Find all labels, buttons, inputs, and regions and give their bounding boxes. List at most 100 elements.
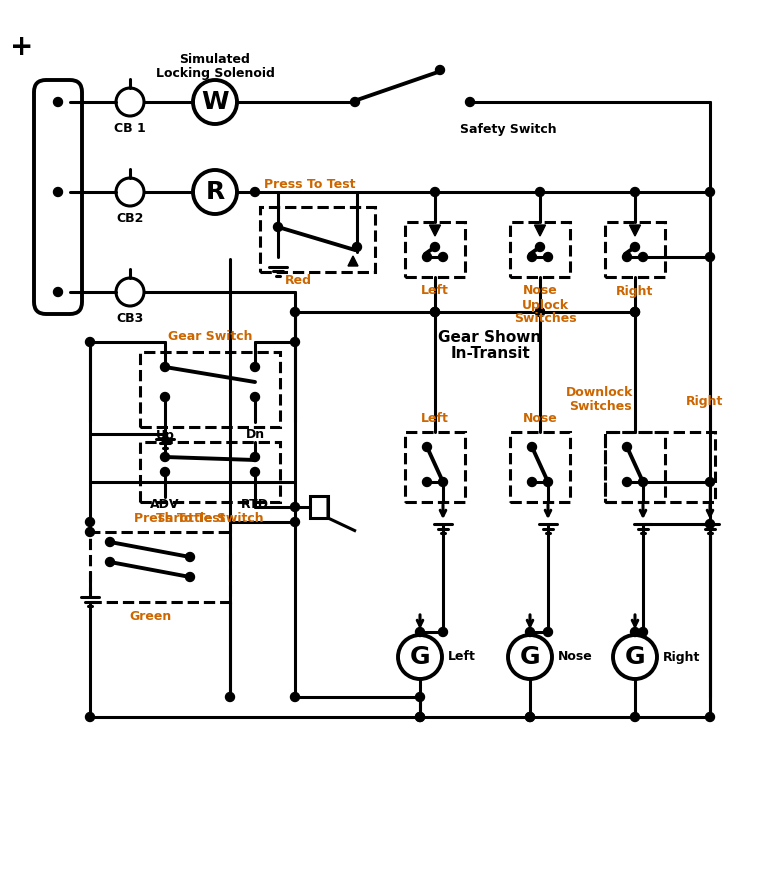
Circle shape: [536, 308, 545, 317]
Text: Throttle Switch: Throttle Switch: [157, 512, 264, 524]
Text: Switches: Switches: [569, 399, 632, 412]
Circle shape: [53, 98, 63, 106]
Text: +: +: [10, 33, 33, 61]
Text: Green: Green: [129, 610, 171, 623]
Circle shape: [185, 553, 195, 562]
Circle shape: [466, 98, 474, 106]
Circle shape: [53, 288, 63, 296]
Circle shape: [631, 242, 639, 251]
Circle shape: [436, 65, 445, 74]
Circle shape: [430, 308, 439, 317]
Text: Downlock: Downlock: [567, 385, 634, 399]
Circle shape: [525, 712, 535, 721]
Circle shape: [291, 308, 299, 317]
Bar: [310, 496, 328, 518]
Text: ADV: ADV: [150, 498, 180, 510]
Circle shape: [422, 442, 432, 452]
Text: G: G: [520, 645, 540, 669]
Text: Switches: Switches: [514, 312, 577, 325]
Circle shape: [53, 187, 63, 196]
Text: Locking Solenoid: Locking Solenoid: [156, 67, 274, 80]
Circle shape: [160, 467, 170, 476]
Circle shape: [705, 520, 715, 528]
Text: Dn: Dn: [246, 428, 264, 441]
Circle shape: [85, 712, 95, 721]
Circle shape: [430, 187, 439, 196]
Circle shape: [85, 528, 95, 536]
Text: Right: Right: [663, 651, 701, 664]
Circle shape: [622, 442, 632, 452]
Circle shape: [705, 478, 715, 487]
Text: G: G: [625, 645, 646, 669]
Text: Gear Switch: Gear Switch: [167, 330, 252, 344]
Text: Uplock: Uplock: [522, 298, 569, 311]
Circle shape: [422, 478, 432, 487]
Text: Simulated: Simulated: [180, 53, 250, 66]
Circle shape: [430, 308, 439, 317]
Text: CB3: CB3: [116, 311, 143, 324]
Circle shape: [528, 253, 536, 262]
Circle shape: [185, 573, 195, 582]
Polygon shape: [629, 225, 640, 236]
Circle shape: [274, 222, 283, 231]
Circle shape: [631, 187, 639, 196]
Circle shape: [250, 392, 260, 401]
Circle shape: [528, 442, 536, 452]
Circle shape: [105, 557, 115, 567]
Circle shape: [536, 308, 545, 317]
Circle shape: [250, 467, 260, 476]
Circle shape: [291, 517, 299, 527]
Text: Nose: Nose: [522, 412, 557, 425]
Text: Red: Red: [284, 274, 312, 287]
Text: Safety Switch: Safety Switch: [460, 124, 556, 137]
Circle shape: [525, 712, 535, 721]
Circle shape: [705, 712, 715, 721]
Circle shape: [631, 308, 639, 317]
Circle shape: [543, 628, 553, 637]
Circle shape: [430, 242, 439, 251]
Text: Gear Shown: Gear Shown: [439, 330, 542, 344]
Text: RTD: RTD: [241, 498, 269, 510]
Circle shape: [536, 187, 545, 196]
Text: Left: Left: [421, 284, 449, 297]
Text: CB2: CB2: [116, 212, 143, 224]
Circle shape: [160, 453, 170, 461]
Circle shape: [439, 478, 447, 487]
Circle shape: [85, 517, 95, 527]
Text: In-Transit: In-Transit: [450, 346, 530, 362]
Text: Press To Test: Press To Test: [264, 178, 356, 190]
Circle shape: [525, 628, 535, 637]
Circle shape: [439, 253, 447, 262]
Circle shape: [631, 628, 639, 637]
Text: Left: Left: [448, 651, 476, 664]
Text: Press To Test: Press To Test: [134, 512, 226, 524]
Circle shape: [639, 478, 647, 487]
Circle shape: [160, 363, 170, 371]
Text: Nose: Nose: [558, 651, 593, 664]
Polygon shape: [429, 225, 440, 236]
Circle shape: [622, 253, 632, 262]
Circle shape: [85, 337, 95, 346]
Circle shape: [622, 478, 632, 487]
Circle shape: [250, 187, 260, 196]
Circle shape: [439, 628, 447, 637]
Circle shape: [543, 478, 553, 487]
Circle shape: [705, 253, 715, 262]
Polygon shape: [348, 256, 358, 266]
Circle shape: [422, 253, 432, 262]
Text: R: R: [205, 180, 225, 204]
Circle shape: [291, 502, 299, 512]
Circle shape: [415, 712, 425, 721]
Circle shape: [631, 308, 639, 317]
Circle shape: [639, 628, 647, 637]
Circle shape: [250, 363, 260, 371]
Circle shape: [105, 537, 115, 547]
Text: Nose: Nose: [522, 284, 557, 297]
Circle shape: [528, 478, 536, 487]
Circle shape: [639, 253, 647, 262]
Circle shape: [250, 453, 260, 461]
Circle shape: [415, 628, 425, 637]
Text: CB 1: CB 1: [114, 121, 146, 134]
Circle shape: [353, 242, 361, 251]
Circle shape: [291, 692, 299, 701]
